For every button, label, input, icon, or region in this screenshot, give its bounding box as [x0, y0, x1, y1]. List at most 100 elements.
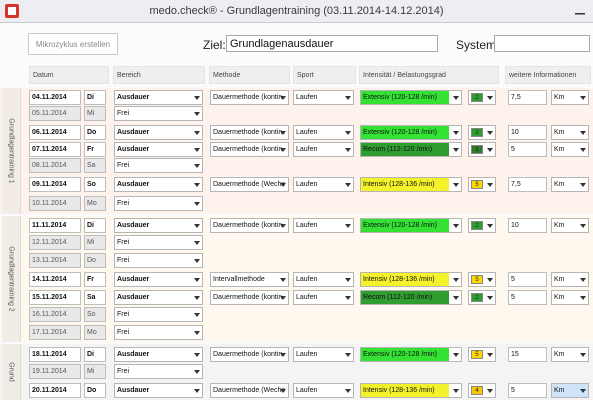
dropdown-arrow-icon[interactable] [487, 183, 493, 187]
dropdown-arrow-icon[interactable] [345, 183, 351, 187]
dropdown-arrow-icon[interactable] [453, 148, 459, 152]
dropdown-arrow-icon[interactable] [280, 148, 286, 152]
bereich-select[interactable]: Ausdauer [114, 177, 203, 192]
sport-select[interactable]: Laufen [293, 290, 354, 305]
dropdown-arrow-icon[interactable] [194, 296, 200, 300]
dropdown-arrow-icon[interactable] [345, 148, 351, 152]
bereich-select[interactable]: Ausdauer [114, 142, 203, 157]
dropdown-arrow-icon[interactable] [345, 96, 351, 100]
bereich-select[interactable]: Ausdauer [114, 383, 203, 398]
dropdown-arrow-icon[interactable] [453, 353, 459, 357]
dropdown-arrow-icon[interactable] [453, 131, 459, 135]
dropdown-arrow-icon[interactable] [194, 202, 200, 206]
dropdown-arrow-icon[interactable] [453, 183, 459, 187]
dropdown-arrow-icon[interactable] [280, 278, 286, 282]
dropdown-arrow-icon[interactable] [580, 224, 586, 228]
distance-input[interactable]: 5 [508, 142, 547, 157]
dropdown-arrow-icon[interactable] [194, 183, 200, 187]
methode-select[interactable]: Dauermethode (Wechs [210, 177, 289, 192]
dropdown-arrow-icon[interactable] [280, 183, 286, 187]
sport-select[interactable]: Laufen [293, 125, 354, 140]
unit-select[interactable]: Km [551, 347, 589, 362]
sport-select[interactable]: Laufen [293, 383, 354, 398]
sport-select[interactable]: Laufen [293, 218, 354, 233]
minimize-icon[interactable] [571, 5, 589, 17]
intensitaet-select[interactable]: Intensiv (128-136 /min) [360, 272, 462, 287]
dropdown-arrow-icon[interactable] [194, 389, 200, 393]
system-input[interactable] [494, 35, 590, 52]
sport-select[interactable]: Laufen [293, 90, 354, 105]
dropdown-arrow-icon[interactable] [487, 353, 493, 357]
bereich-select[interactable]: Ausdauer [114, 290, 203, 305]
dropdown-arrow-icon[interactable] [194, 96, 200, 100]
dropdown-arrow-icon[interactable] [194, 370, 200, 374]
dropdown-arrow-icon[interactable] [453, 278, 459, 282]
level-select[interactable]: 5 [468, 272, 496, 287]
methode-select[interactable]: Dauermethode (kontin [210, 90, 289, 105]
dropdown-arrow-icon[interactable] [453, 96, 459, 100]
unit-select[interactable]: Km [551, 383, 589, 398]
intensitaet-select[interactable]: Recom (112-120 /min) [360, 290, 462, 305]
dropdown-arrow-icon[interactable] [487, 96, 493, 100]
distance-input[interactable]: 7,5 [508, 90, 547, 105]
distance-input[interactable]: 15 [508, 347, 547, 362]
distance-input[interactable]: 7,5 [508, 177, 547, 192]
dropdown-arrow-icon[interactable] [280, 353, 286, 357]
dropdown-arrow-icon[interactable] [280, 296, 286, 300]
dropdown-arrow-icon[interactable] [487, 278, 493, 282]
dropdown-arrow-icon[interactable] [487, 131, 493, 135]
dropdown-arrow-icon[interactable] [345, 224, 351, 228]
dropdown-arrow-icon[interactable] [194, 112, 200, 116]
methode-select[interactable]: Dauermethode (kontin [210, 290, 289, 305]
unit-select[interactable]: Km [551, 142, 589, 157]
dropdown-arrow-icon[interactable] [194, 331, 200, 335]
bereich-select[interactable]: Ausdauer [114, 218, 203, 233]
methode-select[interactable]: Intervallmethode [210, 272, 289, 287]
dropdown-arrow-icon[interactable] [194, 241, 200, 245]
dropdown-arrow-icon[interactable] [580, 131, 586, 135]
bereich-select[interactable]: Frei [114, 196, 203, 211]
intensitaet-select[interactable]: Extensiv (120-128 /min) [360, 218, 462, 233]
dropdown-arrow-icon[interactable] [194, 164, 200, 168]
bereich-select[interactable]: Ausdauer [114, 272, 203, 287]
level-select[interactable]: 2 [468, 218, 496, 233]
dropdown-arrow-icon[interactable] [487, 148, 493, 152]
distance-input[interactable]: 10 [508, 218, 547, 233]
dropdown-arrow-icon[interactable] [280, 389, 286, 393]
ziel-input[interactable]: Grundlagenausdauer [226, 35, 438, 52]
dropdown-arrow-icon[interactable] [194, 313, 200, 317]
unit-select[interactable]: Km [551, 177, 589, 192]
level-select[interactable]: 1 [468, 142, 496, 157]
dropdown-arrow-icon[interactable] [580, 353, 586, 357]
unit-select[interactable]: Km [551, 290, 589, 305]
distance-input[interactable]: 10 [508, 125, 547, 140]
dropdown-arrow-icon[interactable] [580, 183, 586, 187]
unit-select[interactable]: Km [551, 90, 589, 105]
level-select[interactable]: 4 [468, 383, 496, 398]
dropdown-arrow-icon[interactable] [280, 96, 286, 100]
intensitaet-select[interactable]: Intensiv (128-136 /min) [360, 177, 462, 192]
bereich-select[interactable]: Frei [114, 364, 203, 379]
unit-select[interactable]: Km [551, 272, 589, 287]
bereich-select[interactable]: Frei [114, 307, 203, 322]
intensitaet-select[interactable]: Intensiv (128-136 /min) [360, 383, 462, 398]
dropdown-arrow-icon[interactable] [194, 148, 200, 152]
dropdown-arrow-icon[interactable] [345, 296, 351, 300]
dropdown-arrow-icon[interactable] [487, 389, 493, 393]
dropdown-arrow-icon[interactable] [280, 224, 286, 228]
methode-select[interactable]: Dauermethode (kontin [210, 125, 289, 140]
intensitaet-select[interactable]: Extensiv (120-128 /min) [360, 347, 462, 362]
dropdown-arrow-icon[interactable] [453, 296, 459, 300]
level-select[interactable]: 2 [468, 125, 496, 140]
methode-select[interactable]: Dauermethode (kontin [210, 142, 289, 157]
bereich-select[interactable]: Frei [114, 106, 203, 121]
bereich-select[interactable]: Ausdauer [114, 90, 203, 105]
distance-input[interactable]: 5 [508, 272, 547, 287]
dropdown-arrow-icon[interactable] [580, 148, 586, 152]
bereich-select[interactable]: Ausdauer [114, 125, 203, 140]
bereich-select[interactable]: Frei [114, 235, 203, 250]
unit-select[interactable]: Km [551, 125, 589, 140]
dropdown-arrow-icon[interactable] [487, 224, 493, 228]
sport-select[interactable]: Laufen [293, 347, 354, 362]
dropdown-arrow-icon[interactable] [487, 296, 493, 300]
